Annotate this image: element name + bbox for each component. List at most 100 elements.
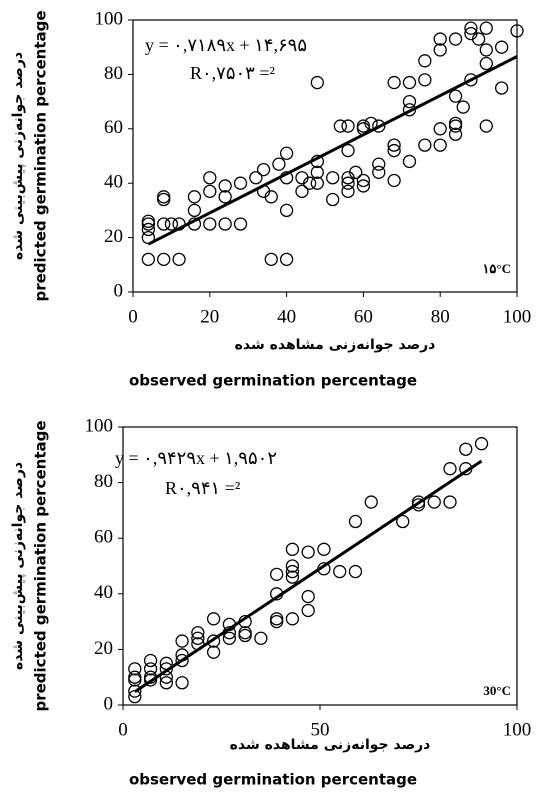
data-point bbox=[387, 75, 401, 90]
data-point bbox=[310, 165, 324, 179]
y-tick-label: 60 bbox=[104, 117, 123, 138]
data-point bbox=[187, 190, 202, 204]
x-tick-label: 50 bbox=[311, 719, 330, 740]
data-point bbox=[264, 252, 278, 267]
data-point bbox=[279, 203, 294, 218]
data-point bbox=[464, 73, 478, 87]
data-point bbox=[285, 564, 300, 579]
data-point bbox=[128, 670, 142, 684]
data-point bbox=[285, 559, 300, 573]
data-point bbox=[356, 179, 371, 193]
data-point bbox=[295, 184, 309, 199]
data-point bbox=[372, 165, 386, 179]
data-point bbox=[456, 100, 470, 114]
data-point bbox=[494, 81, 509, 95]
data-point bbox=[348, 514, 363, 529]
r-squared: R۰,۷۵۰۳ =² bbox=[190, 63, 275, 83]
x-axis-label: درصد جوانه‌زنی مشاهده شده bbox=[235, 337, 436, 353]
data-point bbox=[479, 21, 493, 35]
data-point bbox=[317, 542, 331, 556]
data-point bbox=[464, 21, 478, 35]
data-point bbox=[356, 119, 371, 133]
data-point bbox=[301, 545, 315, 559]
equation: y = ۰,۹۴۲۹x + ۱,۹۵۰۲ bbox=[115, 448, 277, 468]
data-point bbox=[238, 626, 252, 640]
y-tick-label: 0 bbox=[114, 280, 124, 301]
data-point bbox=[302, 176, 317, 190]
data-point bbox=[479, 119, 493, 133]
data-point bbox=[270, 567, 284, 581]
data-point bbox=[418, 138, 432, 152]
data-point bbox=[333, 119, 348, 133]
data-point bbox=[285, 612, 300, 626]
data-point bbox=[433, 122, 447, 136]
data-point bbox=[272, 157, 286, 171]
data-point bbox=[128, 662, 142, 676]
y-tick-label: 80 bbox=[104, 63, 123, 84]
data-point bbox=[218, 190, 232, 204]
plot-frame bbox=[132, 19, 518, 293]
x-tick-label: 100 bbox=[503, 306, 532, 327]
x-tick-label: 0 bbox=[128, 306, 138, 327]
data-point bbox=[218, 217, 232, 231]
data-point bbox=[372, 157, 386, 171]
data-point bbox=[341, 119, 355, 133]
data-point bbox=[448, 116, 463, 131]
data-point bbox=[326, 192, 340, 207]
data-point bbox=[206, 612, 221, 626]
x-axis-label: درصد جوانه‌زنی مشاهده شده bbox=[230, 737, 431, 753]
y-tick-label: 100 bbox=[85, 415, 114, 436]
y-tick-label: 40 bbox=[104, 172, 123, 193]
data-point bbox=[143, 653, 158, 668]
data-point bbox=[402, 154, 417, 169]
data-point bbox=[433, 138, 447, 152]
y-tick-label: 20 bbox=[94, 638, 113, 659]
data-point bbox=[254, 631, 268, 645]
data-point bbox=[270, 612, 284, 626]
data-point bbox=[448, 127, 463, 141]
data-point bbox=[387, 173, 401, 188]
data-point bbox=[285, 542, 300, 556]
y-tick-label: 100 bbox=[95, 8, 124, 29]
x-tick-label: 60 bbox=[354, 306, 373, 327]
data-point bbox=[157, 192, 171, 207]
data-point bbox=[411, 495, 426, 509]
data-point bbox=[448, 32, 463, 46]
plot-frame bbox=[122, 426, 518, 706]
y-axis-label: درصد جوانه‌زنی پیش‌بینی شده bbox=[10, 462, 26, 670]
data-point bbox=[206, 645, 221, 659]
trend-line bbox=[147, 55, 518, 246]
data-point bbox=[264, 190, 278, 204]
data-point bbox=[191, 631, 205, 645]
data-point bbox=[222, 631, 237, 645]
data-point bbox=[218, 179, 232, 193]
x-tick-label: 20 bbox=[200, 306, 219, 327]
data-point bbox=[494, 40, 509, 54]
data-point bbox=[387, 143, 401, 158]
data-point bbox=[191, 626, 205, 640]
data-point bbox=[128, 673, 142, 687]
data-point bbox=[164, 217, 179, 231]
data-point bbox=[175, 653, 189, 668]
y-tick-label: 60 bbox=[94, 527, 113, 548]
data-point bbox=[143, 662, 158, 676]
data-point bbox=[448, 119, 463, 133]
x-tick-label: 80 bbox=[431, 306, 450, 327]
data-point bbox=[141, 214, 156, 228]
data-point bbox=[418, 54, 432, 68]
data-point bbox=[402, 94, 417, 109]
trend-line bbox=[133, 459, 483, 693]
y-tick-label: 0 bbox=[104, 693, 114, 714]
data-point bbox=[157, 252, 171, 267]
data-point bbox=[285, 570, 300, 584]
y-axis-label: predicted germination percentage bbox=[32, 10, 50, 301]
data-point bbox=[187, 203, 202, 218]
data-point bbox=[159, 676, 173, 690]
data-point bbox=[433, 43, 447, 57]
data-point bbox=[249, 171, 263, 185]
data-point bbox=[159, 662, 173, 676]
data-point bbox=[479, 43, 493, 57]
data-point bbox=[402, 75, 417, 90]
x-tick-label: 40 bbox=[277, 306, 296, 327]
data-point bbox=[510, 24, 524, 38]
